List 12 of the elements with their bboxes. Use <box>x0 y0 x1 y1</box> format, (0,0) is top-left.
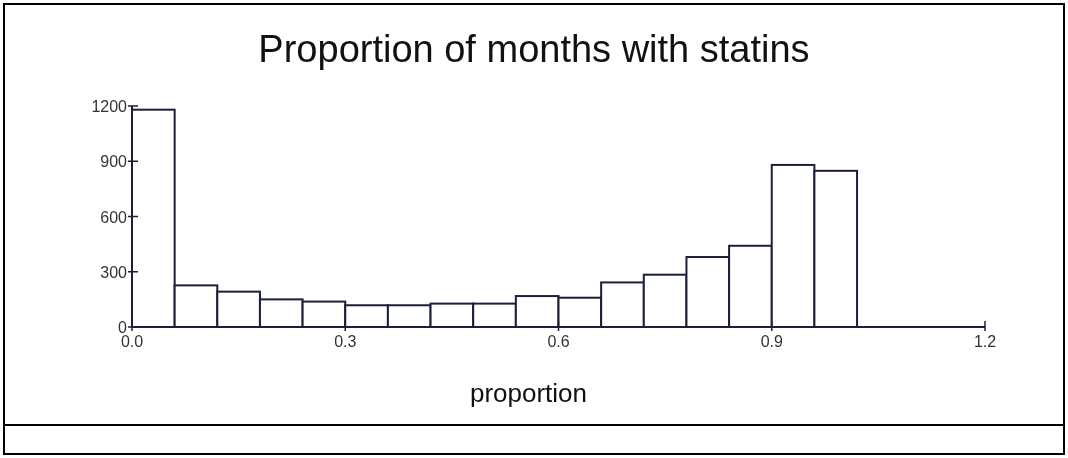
x-tick-label: 0.9 <box>760 333 783 350</box>
x-axis-title: proportion <box>469 378 588 408</box>
x-tick-label: 1.2 <box>973 333 997 350</box>
chart-title: Proportion of months with statins <box>258 28 810 70</box>
y-tick-label: 600 <box>100 208 128 226</box>
y-tick-label: 1200 <box>91 98 128 115</box>
x-tick-label: 0.0 <box>120 333 144 350</box>
x-tick-label: 0.6 <box>547 333 570 350</box>
y-tick-label: 0 <box>118 319 128 336</box>
x-tick-label: 0.3 <box>334 333 357 350</box>
y-tick-label: 300 <box>100 263 128 281</box>
y-tick-label: 900 <box>100 153 128 171</box>
